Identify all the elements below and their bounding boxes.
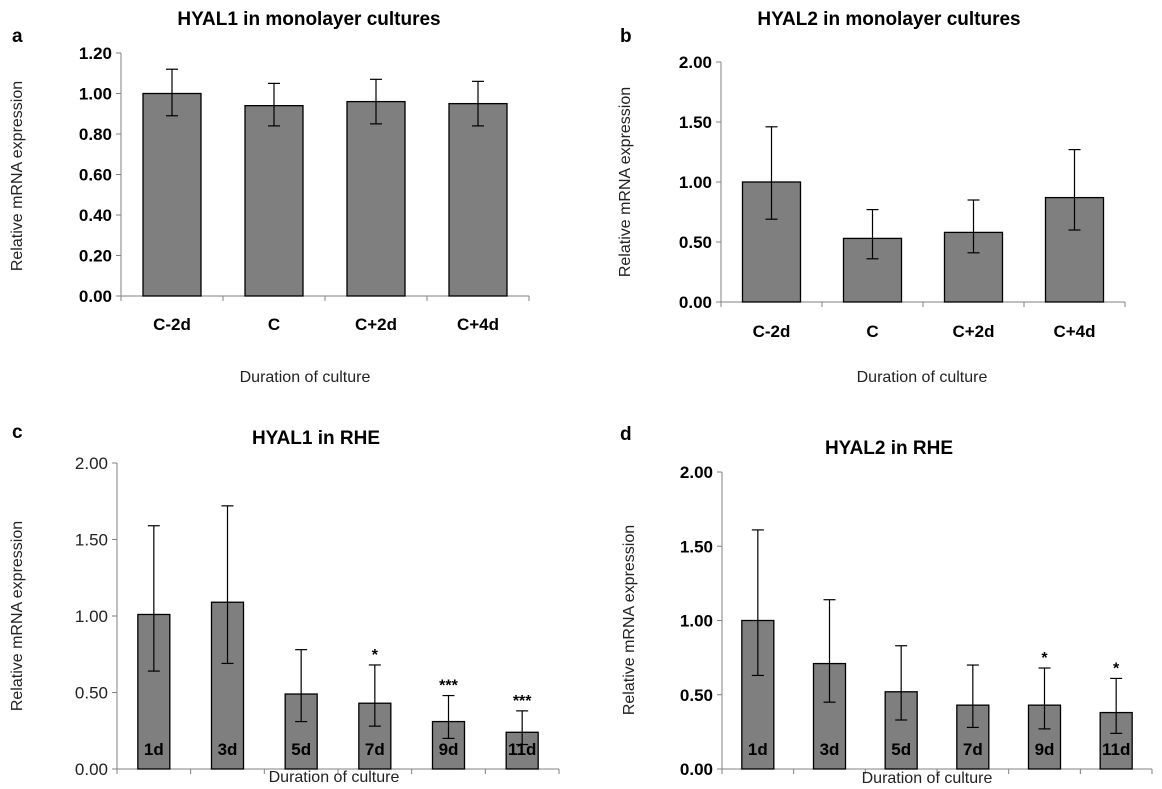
chart-panel-d: d HYAL2 in RHE 0.00 0.50 1.00 1.50 2.00 1d 3d 5d 7… bbox=[620, 424, 1153, 787]
y-tick-label: 1.50 bbox=[680, 537, 713, 556]
panel-letter: a bbox=[12, 26, 23, 47]
x-tick-label: 7d bbox=[963, 740, 983, 759]
x-tick-label: C bbox=[866, 322, 878, 341]
significance-label: * bbox=[372, 647, 379, 664]
x-axis-label: Duration of culture bbox=[862, 770, 993, 787]
y-tick-label: 1.00 bbox=[679, 173, 712, 192]
x-tick-label: 3d bbox=[218, 740, 238, 759]
error-bar bbox=[866, 209, 879, 260]
error-bar bbox=[516, 710, 529, 746]
panel-letter: d bbox=[620, 424, 632, 445]
y-axis-label: Relative mRNA expression bbox=[621, 525, 638, 715]
significance-label: *** bbox=[439, 678, 458, 695]
x-tick-label: 1d bbox=[144, 740, 164, 759]
error-bar bbox=[751, 529, 764, 677]
bar bbox=[244, 105, 304, 297]
y-tick-label: 2.00 bbox=[679, 53, 712, 72]
error-bar bbox=[967, 199, 980, 254]
y-axis-label: Relative mRNA expression bbox=[9, 521, 26, 711]
y-tick-label: 1.50 bbox=[75, 531, 108, 550]
panel-letter: b bbox=[620, 26, 632, 47]
bar bbox=[142, 92, 202, 297]
error-bar bbox=[147, 525, 160, 672]
y-axis-label: Relative mRNA expression bbox=[9, 81, 26, 271]
error-bar bbox=[472, 80, 484, 127]
y-tick-label: 2.00 bbox=[75, 454, 108, 473]
y-tick-label: 0.00 bbox=[79, 287, 112, 306]
panel-letter: c bbox=[12, 422, 23, 443]
y-tick-label: 0.00 bbox=[679, 293, 712, 312]
chart-panel-a: a HYAL1 in monolayer cultures 0.00 0.20 0.40… bbox=[9, 9, 530, 386]
x-tick-label: 3d bbox=[820, 740, 840, 759]
error-bar bbox=[966, 664, 979, 729]
chart-title: HYAL2 in monolayer cultures bbox=[757, 9, 1020, 30]
y-tick-label: 0.00 bbox=[680, 760, 713, 779]
y-tick-label: 0.50 bbox=[75, 684, 108, 703]
x-tick-label: C+4d bbox=[457, 315, 499, 334]
error-bar bbox=[1068, 149, 1081, 231]
y-tick-label: 0.40 bbox=[79, 206, 112, 225]
x-tick-label: 11d bbox=[508, 740, 536, 759]
error-bar bbox=[295, 649, 308, 723]
x-tick-label: 9d bbox=[439, 740, 459, 759]
x-axis-label: Duration of culture bbox=[857, 369, 988, 386]
x-axis-label: Duration of culture bbox=[269, 769, 400, 786]
y-tick-label: 1.50 bbox=[679, 113, 712, 132]
x-tick-label: C+2d bbox=[355, 315, 397, 334]
x-tick-label: 1d bbox=[748, 740, 768, 759]
y-tick-label: 1.00 bbox=[79, 85, 112, 104]
y-tick-label: 0.50 bbox=[679, 233, 712, 252]
y-tick-label: 0.60 bbox=[79, 166, 112, 185]
x-tick-label: 7d bbox=[365, 740, 385, 759]
x-tick-label: C bbox=[268, 315, 280, 334]
y-tick-label: 0.80 bbox=[79, 125, 112, 144]
y-tick-label: 0.20 bbox=[79, 247, 112, 266]
chart-panel-b: b HYAL2 in monolayer cultures 0.00 0.50 1.00… bbox=[617, 9, 1126, 386]
error-bar bbox=[221, 505, 234, 665]
error-bar bbox=[268, 82, 280, 127]
chart-title: HYAL2 in RHE bbox=[825, 438, 953, 459]
significance-label: *** bbox=[513, 693, 532, 710]
y-tick-label: 1.00 bbox=[680, 612, 713, 631]
x-axis-label: Duration of culture bbox=[240, 369, 371, 386]
error-bar bbox=[1038, 667, 1051, 730]
y-tick-label: 1.20 bbox=[79, 44, 112, 63]
x-tick-label: C-2d bbox=[753, 322, 791, 341]
error-bar bbox=[442, 694, 455, 740]
x-tick-label: 5d bbox=[291, 740, 311, 759]
chart-title: HYAL1 in RHE bbox=[252, 428, 380, 449]
y-axis-label: Relative mRNA expression bbox=[617, 87, 634, 277]
error-bar bbox=[895, 645, 908, 721]
y-tick-label: 2.00 bbox=[680, 463, 713, 482]
error-bar bbox=[1110, 677, 1123, 734]
x-tick-label: 9d bbox=[1035, 740, 1055, 759]
error-bar bbox=[368, 664, 381, 727]
y-tick-label: 1.00 bbox=[75, 607, 108, 626]
x-tick-label: C+2d bbox=[952, 322, 994, 341]
bar bbox=[448, 102, 508, 297]
x-tick-label: C-2d bbox=[153, 315, 191, 334]
significance-label: * bbox=[1041, 650, 1048, 667]
x-tick-label: 11d bbox=[1102, 740, 1130, 759]
error-bar bbox=[823, 599, 836, 703]
chart-panel-c: c HYAL1 in RHE 0.00 0.50 1.00 1.50 2.00 1d 3d 5d *… bbox=[9, 422, 560, 786]
error-bar bbox=[166, 68, 178, 117]
chart-title: HYAL1 in monolayer cultures bbox=[177, 9, 440, 30]
x-tick-label: C+4d bbox=[1053, 322, 1095, 341]
error-bar bbox=[370, 78, 382, 125]
y-tick-label: 0.50 bbox=[680, 686, 713, 705]
y-tick-label: 0.00 bbox=[75, 760, 108, 779]
significance-label: * bbox=[1113, 660, 1120, 677]
x-tick-label: 5d bbox=[891, 740, 911, 759]
error-bar bbox=[765, 126, 778, 220]
bar bbox=[346, 100, 406, 297]
